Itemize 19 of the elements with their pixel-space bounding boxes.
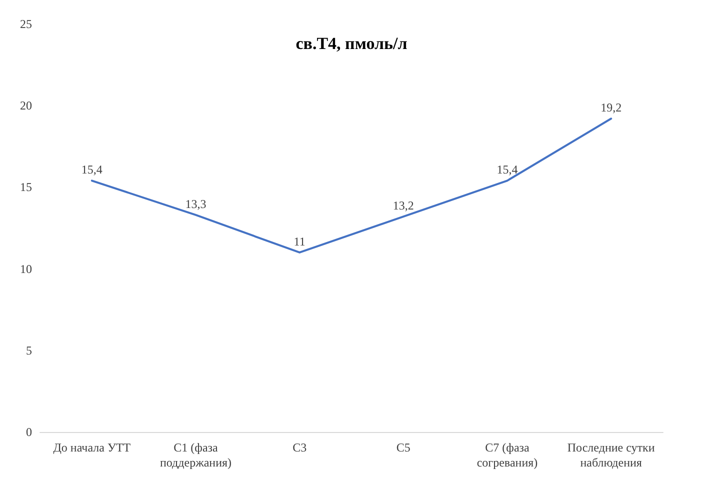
data-label: 11 <box>294 234 306 248</box>
y-tick-label: 5 <box>26 343 32 358</box>
data-label: 13,3 <box>185 196 206 211</box>
text: св.Т4, пмоль/л <box>296 34 408 53</box>
x-tick-label: С1 (фаза поддержания) <box>160 440 232 470</box>
x-tick-label: До начала УТТ <box>53 440 132 454</box>
data-label: 15,4 <box>496 162 518 177</box>
data-label: 15,4 <box>81 162 102 177</box>
x-tick-label: С3 <box>292 440 307 454</box>
x-tick-label: С5 <box>396 440 410 454</box>
x-tick-label: С7 (фаза согревания) <box>476 440 538 470</box>
y-tick-label: 10 <box>20 262 32 276</box>
y-tick-label: 20 <box>20 98 32 113</box>
y-tick-label: 25 <box>20 17 32 31</box>
y-tick-label: 0 <box>26 425 32 439</box>
x-tick-label: Последние сутки наблюдения <box>567 440 656 470</box>
y-tick-label: 15 <box>20 180 32 194</box>
data-label: 13,2 <box>392 198 414 213</box>
data-label: 19,2 <box>600 100 622 115</box>
